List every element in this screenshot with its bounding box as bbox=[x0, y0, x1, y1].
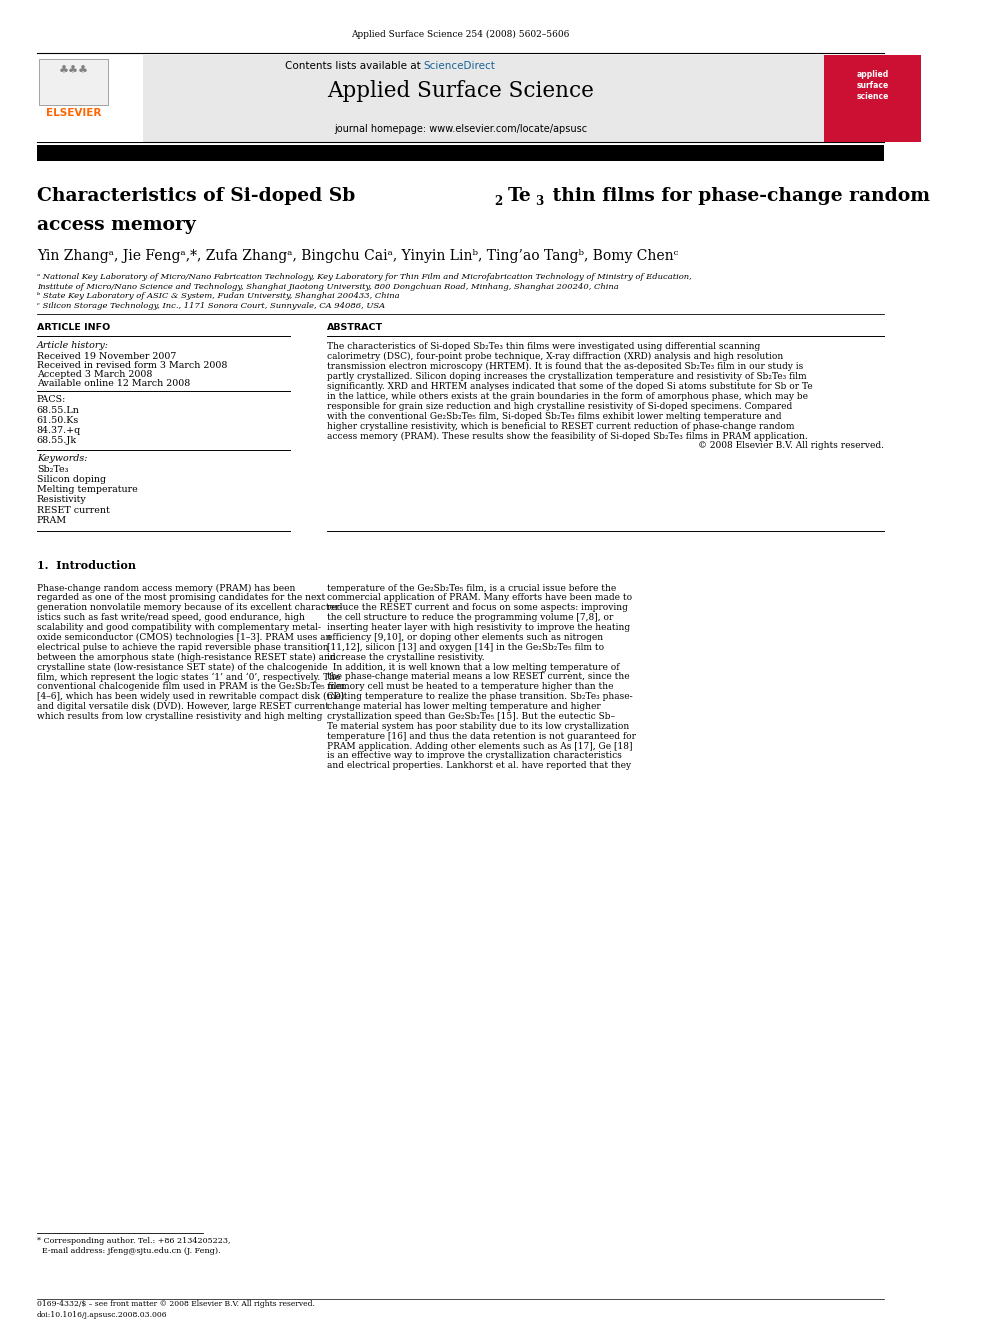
Text: is an effective way to improve the crystallization characteristics: is an effective way to improve the cryst… bbox=[327, 751, 622, 761]
Text: 0169-4332/$ – see front matter © 2008 Elsevier B.V. All rights reserved.
doi:10.: 0169-4332/$ – see front matter © 2008 El… bbox=[37, 1301, 314, 1319]
Text: scalability and good compatibility with complementary metal-: scalability and good compatibility with … bbox=[37, 623, 320, 632]
Text: partly crystallized. Silicon doping increases the crystallization temperature an: partly crystallized. Silicon doping incr… bbox=[327, 372, 806, 381]
Text: 61.50.Ks: 61.50.Ks bbox=[37, 415, 79, 425]
Text: ELSEVIER: ELSEVIER bbox=[46, 108, 101, 118]
Text: transmission electron microscopy (HRTEM). It is found that the as-deposited Sb₂T: transmission electron microscopy (HRTEM)… bbox=[327, 363, 804, 372]
Text: Resistivity: Resistivity bbox=[37, 495, 86, 504]
Text: Te material system has poor stability due to its low crystallization: Te material system has poor stability du… bbox=[327, 722, 629, 730]
Text: the phase-change material means a low RESET current, since the: the phase-change material means a low RE… bbox=[327, 672, 630, 681]
FancyBboxPatch shape bbox=[824, 56, 921, 143]
Text: increase the crystalline resistivity.: increase the crystalline resistivity. bbox=[327, 652, 484, 662]
Text: generation nonvolatile memory because of its excellent character-: generation nonvolatile memory because of… bbox=[37, 603, 342, 613]
Text: ARTICLE INFO: ARTICLE INFO bbox=[37, 323, 110, 332]
Text: ᶜ Silicon Storage Technology, Inc., 1171 Sonora Court, Sunnyvale, CA 94086, USA: ᶜ Silicon Storage Technology, Inc., 1171… bbox=[37, 302, 385, 310]
Text: calorimetry (DSC), four-point probe technique, X-ray diffraction (XRD) analysis : calorimetry (DSC), four-point probe tech… bbox=[327, 352, 783, 361]
Text: Article history:: Article history: bbox=[37, 341, 109, 351]
Text: E-mail address: jfeng@sjtu.edu.cn (J. Feng).: E-mail address: jfeng@sjtu.edu.cn (J. Fe… bbox=[37, 1248, 220, 1256]
Text: 68.55.Jk: 68.55.Jk bbox=[37, 437, 77, 445]
Text: thin films for phase-change random: thin films for phase-change random bbox=[546, 187, 930, 205]
Text: film, which represent the logic states ‘1’ and ‘0’, respectively. The: film, which represent the logic states ‘… bbox=[37, 672, 340, 681]
Text: commercial application of PRAM. Many efforts have been made to: commercial application of PRAM. Many eff… bbox=[327, 594, 632, 602]
Text: regarded as one of the most promising candidates for the next: regarded as one of the most promising ca… bbox=[37, 594, 325, 602]
Text: temperature [16] and thus the data retention is not guaranteed for: temperature [16] and thus the data reten… bbox=[327, 732, 636, 741]
Text: [4–6], which has been widely used in rewritable compact disk (CD): [4–6], which has been widely used in rew… bbox=[37, 692, 344, 701]
Text: The characteristics of Si-doped Sb₂Te₃ thin films were investigated using differ: The characteristics of Si-doped Sb₂Te₃ t… bbox=[327, 343, 760, 352]
Text: Melting temperature: Melting temperature bbox=[37, 486, 138, 495]
Text: ᵃ National Key Laboratory of Micro/Nano Fabrication Technology, Key Laboratory f: ᵃ National Key Laboratory of Micro/Nano … bbox=[37, 273, 691, 280]
Text: Sb₂Te₃: Sb₂Te₃ bbox=[37, 464, 68, 474]
Text: the cell structure to reduce the programming volume [7,8], or: the cell structure to reduce the program… bbox=[327, 613, 613, 622]
Text: electrical pulse to achieve the rapid reversible phase transition: electrical pulse to achieve the rapid re… bbox=[37, 643, 328, 652]
Text: istics such as fast write/read speed, good endurance, high: istics such as fast write/read speed, go… bbox=[37, 613, 305, 622]
Text: In addition, it is well known that a low melting temperature of: In addition, it is well known that a low… bbox=[327, 663, 619, 672]
Text: inserting heater layer with high resistivity to improve the heating: inserting heater layer with high resisti… bbox=[327, 623, 630, 632]
Text: oxide semiconductor (CMOS) technologies [1–3]. PRAM uses an: oxide semiconductor (CMOS) technologies … bbox=[37, 632, 331, 642]
Text: Received 19 November 2007: Received 19 November 2007 bbox=[37, 352, 177, 361]
Text: Silicon doping: Silicon doping bbox=[37, 475, 106, 484]
Text: 1.  Introduction: 1. Introduction bbox=[37, 560, 136, 570]
Text: efficiency [9,10], or doping other elements such as nitrogen: efficiency [9,10], or doping other eleme… bbox=[327, 632, 603, 642]
Text: Keywords:: Keywords: bbox=[37, 454, 87, 463]
Text: melting temperature to realize the phase transition. Sb₂Te₃ phase-: melting temperature to realize the phase… bbox=[327, 692, 633, 701]
Text: Applied Surface Science: Applied Surface Science bbox=[327, 81, 594, 102]
Text: Accepted 3 March 2008: Accepted 3 March 2008 bbox=[37, 370, 152, 380]
Text: memory cell must be heated to a temperature higher than the: memory cell must be heated to a temperat… bbox=[327, 683, 613, 692]
Text: higher crystalline resistivity, which is beneficial to RESET current reduction o: higher crystalline resistivity, which is… bbox=[327, 422, 795, 430]
Text: ᵇ State Key Laboratory of ASIC & System, Fudan University, Shanghai 200433, Chin: ᵇ State Key Laboratory of ASIC & System,… bbox=[37, 292, 400, 300]
Text: crystallization speed than Ge₂Sb₂Te₅ [15]. But the eutectic Sb–: crystallization speed than Ge₂Sb₂Te₅ [15… bbox=[327, 712, 615, 721]
Text: Contents lists available at: Contents lists available at bbox=[285, 61, 424, 70]
Text: 2: 2 bbox=[494, 194, 502, 208]
Text: Yin Zhangᵃ, Jie Fengᵃ,*, Zufa Zhangᵃ, Bingchu Caiᵃ, Yinyin Linᵇ, Ting’ao Tangᵇ, : Yin Zhangᵃ, Jie Fengᵃ,*, Zufa Zhangᵃ, Bi… bbox=[37, 249, 679, 263]
Text: Received in revised form 3 March 2008: Received in revised form 3 March 2008 bbox=[37, 361, 227, 370]
FancyBboxPatch shape bbox=[37, 146, 884, 160]
FancyBboxPatch shape bbox=[37, 56, 143, 143]
Text: [11,12], silicon [13] and oxygen [14] in the Ge₂Sb₂Te₅ film to: [11,12], silicon [13] and oxygen [14] in… bbox=[327, 643, 604, 652]
Text: Characteristics of Si-doped Sb: Characteristics of Si-doped Sb bbox=[37, 187, 355, 205]
FancyBboxPatch shape bbox=[39, 60, 108, 106]
Text: temperature of the Ge₂Sb₂Te₅ film, is a crucial issue before the: temperature of the Ge₂Sb₂Te₅ film, is a … bbox=[327, 583, 616, 593]
Text: crystalline state (low-resistance SET state) of the chalcogenide: crystalline state (low-resistance SET st… bbox=[37, 663, 327, 672]
Text: access memory (PRAM). These results show the feasibility of Si-doped Sb₂Te₃ film: access memory (PRAM). These results show… bbox=[327, 431, 807, 441]
Text: between the amorphous state (high-resistance RESET state) and: between the amorphous state (high-resist… bbox=[37, 652, 335, 662]
Text: applied
surface
science: applied surface science bbox=[857, 70, 889, 101]
Text: ABSTRACT: ABSTRACT bbox=[327, 323, 383, 332]
Text: PRAM: PRAM bbox=[37, 516, 67, 525]
Text: * Corresponding author. Tel.: +86 2134205223,: * Corresponding author. Tel.: +86 213420… bbox=[37, 1237, 230, 1245]
Text: reduce the RESET current and focus on some aspects: improving: reduce the RESET current and focus on so… bbox=[327, 603, 628, 613]
Text: © 2008 Elsevier B.V. All rights reserved.: © 2008 Elsevier B.V. All rights reserved… bbox=[698, 442, 884, 450]
Text: PRAM application. Adding other elements such as As [17], Ge [18]: PRAM application. Adding other elements … bbox=[327, 742, 633, 750]
FancyBboxPatch shape bbox=[37, 56, 824, 143]
Text: journal homepage: www.elsevier.com/locate/apsusc: journal homepage: www.elsevier.com/locat… bbox=[334, 124, 587, 134]
Text: access memory: access memory bbox=[37, 216, 195, 234]
Text: RESET current: RESET current bbox=[37, 505, 109, 515]
Text: 3: 3 bbox=[535, 194, 544, 208]
Text: 84.37.+q: 84.37.+q bbox=[37, 426, 81, 435]
Text: 68.55.Ln: 68.55.Ln bbox=[37, 406, 79, 414]
Text: Institute of Micro/Nano Science and Technology, Shanghai Jiaotong University, 80: Institute of Micro/Nano Science and Tech… bbox=[37, 283, 619, 291]
Text: significantly. XRD and HRTEM analyses indicated that some of the doped Si atoms : significantly. XRD and HRTEM analyses in… bbox=[327, 382, 812, 392]
Text: Available online 12 March 2008: Available online 12 March 2008 bbox=[37, 380, 190, 389]
Text: Applied Surface Science 254 (2008) 5602–5606: Applied Surface Science 254 (2008) 5602–… bbox=[351, 30, 569, 40]
Text: ♣♣♣: ♣♣♣ bbox=[59, 66, 88, 75]
Text: change material has lower melting temperature and higher: change material has lower melting temper… bbox=[327, 703, 601, 710]
Text: which results from low crystalline resistivity and high melting: which results from low crystalline resis… bbox=[37, 712, 322, 721]
Text: conventional chalcogenide film used in PRAM is the Ge₂Sb₂Te₅ film: conventional chalcogenide film used in P… bbox=[37, 683, 345, 692]
Text: ScienceDirect: ScienceDirect bbox=[424, 61, 495, 70]
Text: Phase-change random access memory (PRAM) has been: Phase-change random access memory (PRAM)… bbox=[37, 583, 296, 593]
Text: with the conventional Ge₂Sb₂Te₅ film, Si-doped Sb₂Te₃ films exhibit lower meltin: with the conventional Ge₂Sb₂Te₅ film, Si… bbox=[327, 411, 782, 421]
Text: and digital versatile disk (DVD). However, large RESET current: and digital versatile disk (DVD). Howeve… bbox=[37, 703, 328, 712]
Text: and electrical properties. Lankhorst et al. have reported that they: and electrical properties. Lankhorst et … bbox=[327, 761, 631, 770]
Text: PACS:: PACS: bbox=[37, 396, 66, 404]
Text: in the lattice, while others exists at the grain boundaries in the form of amorp: in the lattice, while others exists at t… bbox=[327, 392, 807, 401]
Text: responsible for grain size reduction and high crystalline resistivity of Si-dope: responsible for grain size reduction and… bbox=[327, 402, 793, 410]
Text: Te: Te bbox=[508, 187, 531, 205]
